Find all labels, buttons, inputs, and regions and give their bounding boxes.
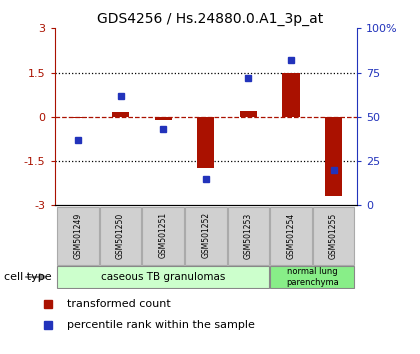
Text: percentile rank within the sample: percentile rank within the sample: [67, 320, 255, 330]
FancyBboxPatch shape: [313, 206, 354, 265]
FancyBboxPatch shape: [100, 206, 142, 265]
FancyBboxPatch shape: [142, 206, 184, 265]
FancyBboxPatch shape: [57, 206, 99, 265]
Bar: [155, 117, 172, 120]
Text: transformed count: transformed count: [67, 299, 171, 309]
Bar: [283, 73, 299, 117]
Text: GSM501249: GSM501249: [74, 212, 82, 258]
Bar: [197, 117, 214, 169]
FancyBboxPatch shape: [57, 266, 269, 288]
FancyBboxPatch shape: [270, 266, 354, 288]
FancyBboxPatch shape: [228, 206, 269, 265]
Bar: [325, 117, 342, 196]
Text: GSM501252: GSM501252: [201, 212, 210, 258]
FancyBboxPatch shape: [185, 206, 227, 265]
Text: GSM501254: GSM501254: [286, 212, 296, 258]
Text: cell type: cell type: [4, 272, 52, 282]
Text: caseous TB granulomas: caseous TB granulomas: [101, 272, 226, 282]
Text: GDS4256 / Hs.24880.0.A1_3p_at: GDS4256 / Hs.24880.0.A1_3p_at: [97, 12, 323, 27]
Bar: [69, 117, 87, 118]
Bar: [112, 113, 129, 117]
Text: GSM501250: GSM501250: [116, 212, 125, 258]
Text: normal lung
parenchyma: normal lung parenchyma: [286, 267, 339, 287]
FancyBboxPatch shape: [270, 206, 312, 265]
Text: GSM501253: GSM501253: [244, 212, 253, 258]
Bar: [240, 111, 257, 117]
Text: GSM501251: GSM501251: [159, 212, 168, 258]
Text: GSM501255: GSM501255: [329, 212, 338, 258]
